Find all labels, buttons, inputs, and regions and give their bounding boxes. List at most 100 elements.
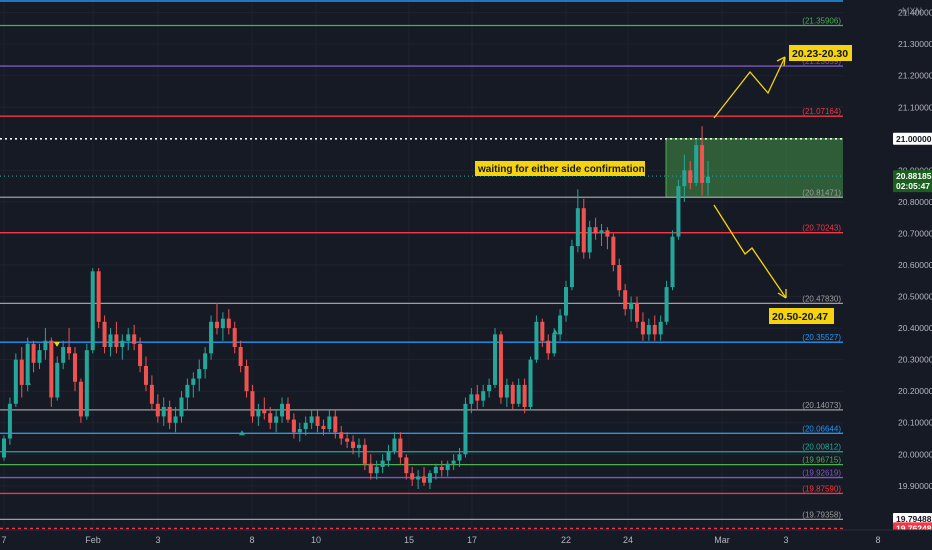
candle-body xyxy=(611,236,616,265)
candle-body xyxy=(682,170,687,187)
candle-body xyxy=(19,359,24,385)
levels-layer xyxy=(0,0,932,530)
candle-body xyxy=(173,416,178,423)
y-tick-label: 20.40000 xyxy=(898,323,932,333)
candle-body xyxy=(191,378,196,385)
time-axis: 7 Feb 3 8 10 15 17 22 24 Mar 3 8 xyxy=(0,529,932,550)
x-tick-label: 7 xyxy=(1,535,6,545)
current-price-tag: 02:05:47 xyxy=(896,181,930,191)
arrow-down-path xyxy=(713,204,787,299)
level-label: (19.92619) xyxy=(802,469,841,478)
candle-body xyxy=(327,416,332,430)
candle-body xyxy=(705,176,711,183)
y-tick-label: 20.80000 xyxy=(898,197,932,207)
candle-body xyxy=(333,416,338,433)
level-label: (21.35906) xyxy=(802,17,841,26)
x-tick-label: Mar xyxy=(714,535,730,545)
candle-body xyxy=(599,230,604,234)
candle-body xyxy=(185,384,190,398)
candle-body xyxy=(457,454,462,461)
candle-body xyxy=(256,410,261,417)
candle-body xyxy=(220,318,225,329)
candle-body xyxy=(658,321,663,335)
candle-body xyxy=(475,394,480,401)
x-tick-label: 15 xyxy=(404,535,414,545)
candle-body xyxy=(605,230,610,237)
candle-body xyxy=(670,236,675,288)
candle-body xyxy=(309,416,314,423)
level-labels: (21.35906) (21.23059) (21.07164) (20.81471)… xyxy=(802,17,841,520)
candle-body xyxy=(510,384,515,404)
candle-body xyxy=(96,271,101,322)
confirmation-label: waiting for either side confirmation xyxy=(477,164,645,175)
candle-body xyxy=(143,365,148,385)
candle-body xyxy=(126,334,131,341)
candle-body xyxy=(634,302,640,322)
target-down-label-bg xyxy=(769,308,834,324)
candle-body xyxy=(67,347,72,354)
candle-body xyxy=(114,334,119,348)
price-axis-background xyxy=(843,0,932,530)
candle-body xyxy=(398,438,403,458)
candle-body xyxy=(617,265,622,291)
candle-body xyxy=(351,441,356,448)
round-level-tag-bg xyxy=(893,132,932,145)
candle-body xyxy=(250,391,255,417)
candle-body xyxy=(676,186,681,237)
level-label: (20.47830) xyxy=(802,294,841,303)
candle-body xyxy=(356,444,361,448)
candle-body xyxy=(345,438,350,442)
target-down-label: 20.50-20.47 xyxy=(772,311,828,323)
candle-body xyxy=(581,208,586,253)
candle-body xyxy=(569,246,574,288)
candle-body xyxy=(522,384,527,407)
level-label: (20.35527) xyxy=(802,333,841,342)
candle-body xyxy=(368,463,373,474)
x-tick-label: 8 xyxy=(875,535,880,545)
candle-body xyxy=(232,328,237,348)
candle-body xyxy=(55,362,60,398)
candle-body xyxy=(155,403,160,417)
candle-body xyxy=(380,460,385,467)
candle-body xyxy=(262,410,267,414)
level-label: (19.79358) xyxy=(802,510,841,519)
y-tick-label: 19.90000 xyxy=(898,481,932,491)
candle-body xyxy=(493,334,498,385)
candle-body xyxy=(61,347,66,363)
candle-body xyxy=(167,406,172,423)
candle-body xyxy=(688,170,693,183)
arrow-down-head xyxy=(777,289,787,299)
candle-body xyxy=(694,145,699,183)
x-tick-label: 3 xyxy=(155,535,160,545)
level-label: (21.23059) xyxy=(802,57,841,66)
candle-body xyxy=(303,422,308,430)
signal-marker xyxy=(25,379,31,385)
x-tick-label: 3 xyxy=(783,535,788,545)
x-tick-label: Feb xyxy=(85,535,101,545)
candle-body xyxy=(451,460,456,464)
candle-body xyxy=(487,384,492,392)
level-label: (20.14073) xyxy=(802,401,841,410)
candle-body xyxy=(593,227,598,234)
candle-body xyxy=(652,324,657,335)
candle-body xyxy=(623,290,628,310)
candle-body xyxy=(108,334,113,348)
candle-body xyxy=(422,476,427,483)
y-tick-label: 21.30000 xyxy=(898,39,932,49)
candle-body xyxy=(274,416,279,423)
x-tick-label: 22 xyxy=(561,535,571,545)
candle-body xyxy=(392,438,397,452)
level-label: (20.70243) xyxy=(802,224,841,233)
y-tick-label: 21.20000 xyxy=(898,71,932,81)
candle-body xyxy=(410,473,415,480)
candle-body xyxy=(469,394,474,404)
current-price-tag: 20.88185 xyxy=(896,171,932,181)
target-up-label: 20.23-20.30 xyxy=(792,48,848,60)
candle-body xyxy=(540,321,545,341)
y-tick-label: 20.30000 xyxy=(898,355,932,365)
level-label: (20.00812) xyxy=(802,443,841,452)
candle-body xyxy=(13,359,18,404)
bottom-price-tag: 19.76248 xyxy=(896,523,932,533)
